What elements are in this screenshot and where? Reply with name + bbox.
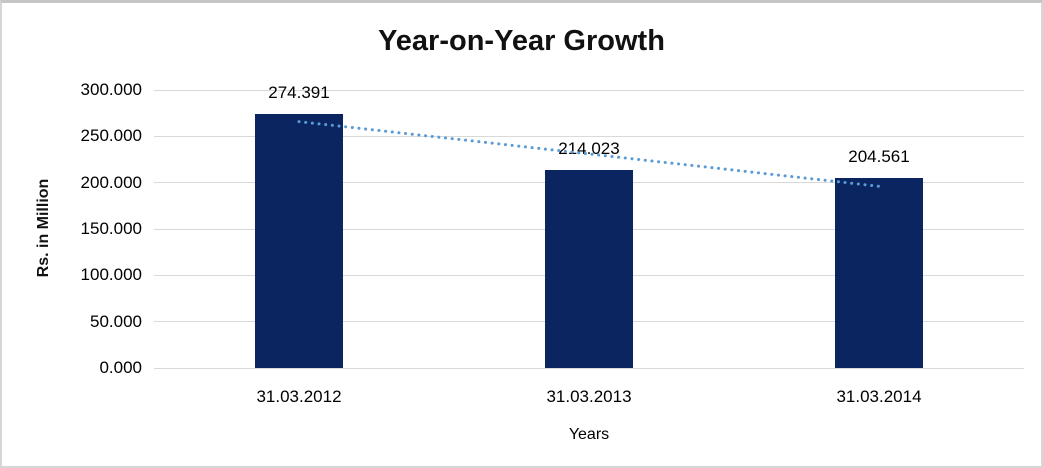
gridline bbox=[154, 89, 1024, 91]
bar-31.03.2013 bbox=[545, 169, 633, 368]
bar-31.03.2014 bbox=[835, 178, 923, 368]
y-axis-tick-label: 50.000 bbox=[90, 311, 142, 331]
gridline bbox=[154, 135, 1024, 137]
gridline bbox=[154, 367, 1024, 369]
y-axis-tick-label: 0.000 bbox=[99, 358, 142, 377]
x-axis-tick-label: 31.03.2012 bbox=[256, 387, 342, 406]
trendline bbox=[297, 120, 881, 188]
y-axis-tick-label: 300.000 bbox=[80, 80, 142, 99]
plot-area: 274.391 214.023 204.561 bbox=[154, 83, 1024, 369]
bar-value-label: 274.391 bbox=[268, 82, 330, 102]
y-axis-tick-label: 100.000 bbox=[80, 265, 142, 285]
x-axis-title: Years bbox=[568, 426, 610, 443]
y-axis-tick-label: 150.000 bbox=[80, 219, 142, 238]
bar-31.03.2012 bbox=[255, 113, 343, 368]
bar-value-label: 204.561 bbox=[848, 147, 910, 167]
bar-value-label: 214.023 bbox=[558, 138, 620, 158]
chart-title: Year-on-Year Growth bbox=[378, 25, 665, 57]
y-axis-tick-label: 200.000 bbox=[80, 172, 142, 192]
y-axis-tick-label: 250.000 bbox=[80, 126, 142, 146]
x-axis-tick-label: 31.03.2014 bbox=[836, 387, 922, 406]
x-axis-tick-label: 31.03.2013 bbox=[546, 387, 632, 406]
